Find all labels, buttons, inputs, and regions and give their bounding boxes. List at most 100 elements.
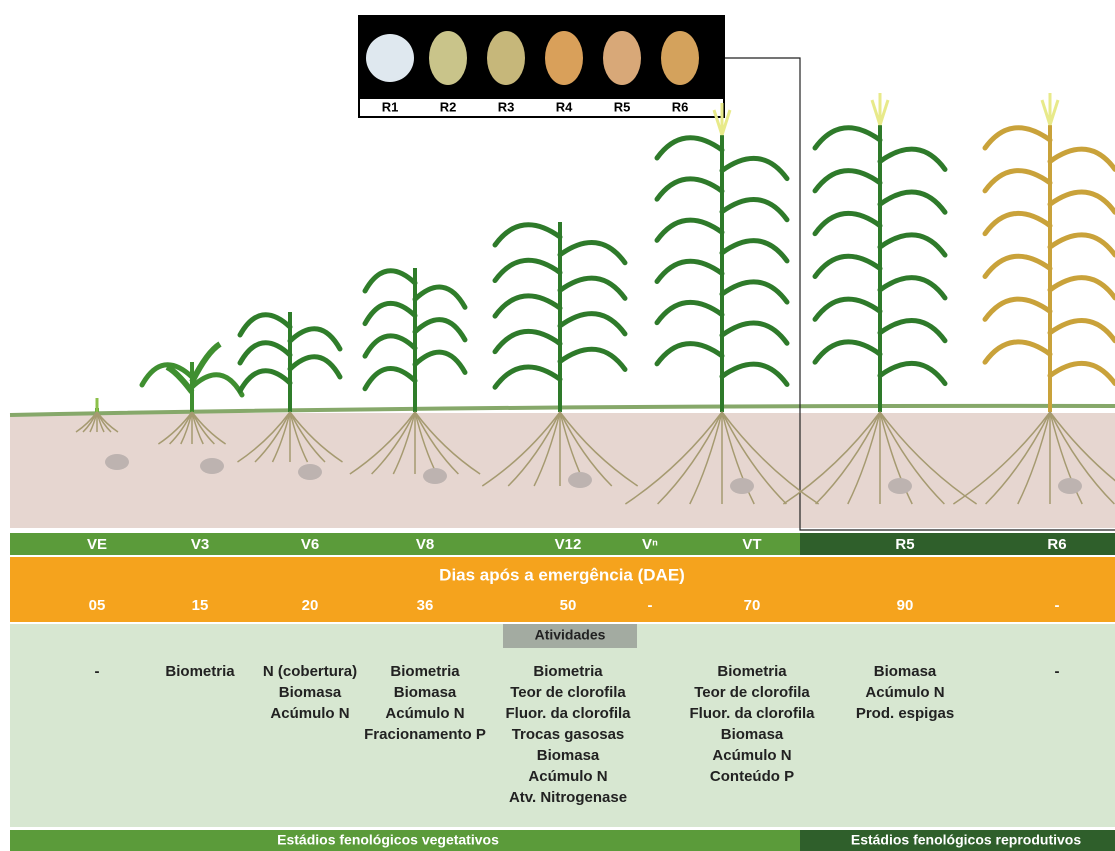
- stage-label: VE: [87, 536, 107, 553]
- plant-leaf: [719, 238, 790, 264]
- kernel: [661, 31, 699, 85]
- plant-root: [624, 411, 723, 505]
- plant-root: [1049, 411, 1115, 482]
- stone: [200, 458, 224, 474]
- plant-root: [96, 411, 119, 433]
- activity: Conteúdo P: [710, 768, 794, 785]
- plant-root: [507, 411, 561, 487]
- plant-root: [254, 411, 291, 463]
- activity: Biometria: [717, 663, 787, 680]
- activity: N (cobertura): [263, 663, 357, 680]
- activity: Fracionamento P: [364, 726, 486, 743]
- plant-leaf: [812, 296, 883, 322]
- plant-leaf: [362, 268, 418, 294]
- days-label: 05: [89, 597, 106, 614]
- plant-leaf: [719, 279, 790, 305]
- activities-area: [10, 624, 1115, 827]
- plant-leaf: [362, 333, 418, 359]
- stone: [730, 478, 754, 494]
- days-label: 50: [560, 597, 577, 614]
- plant-leaf: [412, 317, 468, 343]
- plant-leaf: [982, 168, 1053, 194]
- plant-leaf: [492, 293, 563, 319]
- plant-leaf: [492, 364, 563, 390]
- days-label: 15: [192, 597, 209, 614]
- plant-leaf: [654, 258, 725, 284]
- days-title: Dias após a emergência (DAE): [439, 565, 685, 584]
- plant-root: [689, 411, 723, 505]
- plant-leaf: [492, 222, 563, 248]
- kernel-label: R2: [440, 99, 457, 114]
- stage-label: V3: [191, 536, 209, 553]
- plant-leaf: [719, 197, 790, 223]
- kernel-label: R6: [672, 99, 689, 114]
- plant-leaf: [412, 284, 468, 310]
- stage-label: Vⁿ: [642, 536, 658, 553]
- plant-leaf: [492, 329, 563, 355]
- plant-leaf: [654, 135, 725, 161]
- plant-leaf: [1047, 360, 1115, 387]
- kernel: [487, 31, 525, 85]
- plant-leaf: [719, 320, 790, 346]
- stage-label: R5: [895, 536, 914, 553]
- plant-leaf: [982, 125, 1053, 151]
- plant-leaf: [1047, 189, 1115, 215]
- plant-leaf: [877, 275, 948, 301]
- activity: -: [95, 663, 100, 680]
- stage-label: VT: [742, 536, 761, 553]
- plant-root: [371, 411, 416, 475]
- plant-leaf: [877, 189, 948, 215]
- activity: Acúmulo N: [528, 768, 607, 785]
- plant-leaf: [877, 360, 948, 387]
- activity: Atv. Nitrogenase: [509, 789, 627, 806]
- footer-reproductive: Estádios fenológicos reprodutivos: [851, 832, 1081, 848]
- soil: [10, 413, 1115, 528]
- plant-leaf: [654, 176, 725, 202]
- activity: Acúmulo N: [270, 705, 349, 722]
- plant-root: [392, 411, 416, 475]
- plant-root: [1017, 411, 1051, 505]
- plant-root: [414, 411, 481, 475]
- plant-leaf: [654, 300, 725, 326]
- stage-label: V12: [555, 536, 582, 553]
- footer-vegetative-bar: [10, 830, 800, 851]
- plant-root: [191, 411, 227, 445]
- stage-bar-reproductive: [800, 533, 1115, 555]
- plant-root: [237, 411, 291, 463]
- plant-leaf: [139, 362, 195, 388]
- plant-leaf: [654, 341, 725, 367]
- ground-line: [9, 403, 1115, 417]
- plant-leaf: [1047, 318, 1115, 344]
- plant-root: [271, 411, 291, 463]
- activity: Biomasa: [394, 684, 457, 701]
- stage-bar: [10, 533, 800, 555]
- stone: [1058, 478, 1082, 494]
- plant-root: [289, 411, 309, 463]
- plant-leaf: [1047, 275, 1115, 301]
- plant-leaf: [1047, 146, 1115, 172]
- activity: Biomasa: [874, 663, 937, 680]
- plant-leaf: [362, 365, 418, 392]
- plant-root: [1049, 411, 1083, 505]
- plant: [139, 341, 245, 474]
- plant-root: [349, 411, 416, 475]
- plant-root: [879, 411, 913, 505]
- plant-leaf: [287, 326, 343, 352]
- plant-root: [879, 411, 945, 505]
- activity: Acúmulo N: [712, 747, 791, 764]
- plant-leaf: [982, 211, 1053, 237]
- plant-leaf: [982, 339, 1053, 365]
- days-label: 90: [897, 597, 914, 614]
- plant: [481, 222, 639, 488]
- kernel: [545, 31, 583, 85]
- plant-leaf: [812, 211, 883, 237]
- plant-root: [559, 411, 613, 487]
- stone: [105, 454, 129, 470]
- plant: [237, 312, 343, 480]
- stage-label: R6: [1047, 536, 1066, 553]
- stone: [568, 472, 592, 488]
- plant-leaf: [877, 146, 948, 172]
- plant-root: [985, 411, 1051, 505]
- activity: Fluor. da clorofila: [505, 705, 631, 722]
